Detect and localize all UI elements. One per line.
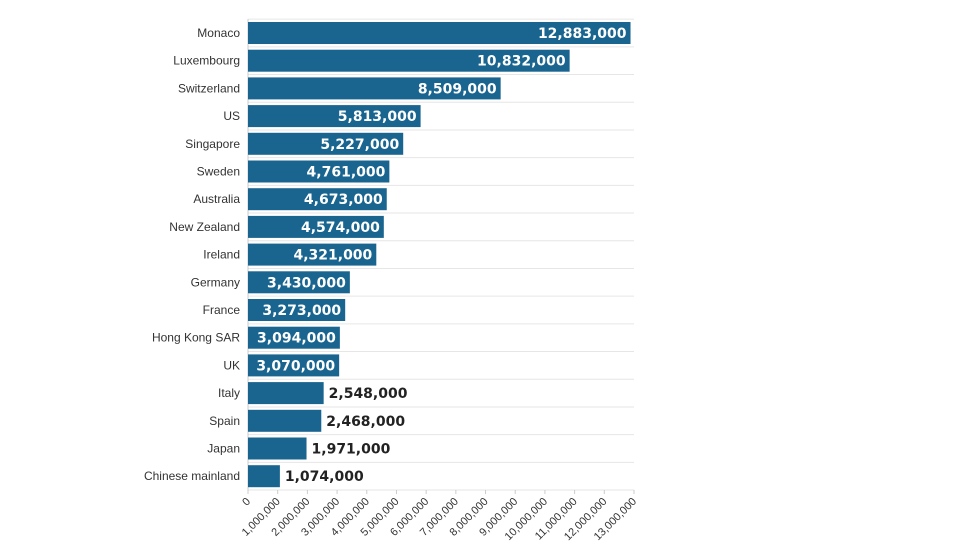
bar-sweden [248, 160, 390, 183]
category-label: New Zealand [169, 220, 240, 234]
category-label: Italy [218, 386, 240, 400]
category-label: Hong Kong SAR [152, 331, 240, 345]
data-label: 4,321,000 [293, 248, 372, 264]
bars [248, 22, 631, 488]
category-label: Chinese mainland [144, 469, 240, 483]
category-label: Sweden [197, 165, 240, 179]
bar-singapore [248, 132, 404, 155]
category-label: Japan [207, 442, 240, 456]
category-label: Monaco [197, 26, 240, 40]
data-label: 3,273,000 [262, 303, 341, 319]
bar-spain [248, 409, 322, 432]
category-label: Luxembourg [173, 54, 240, 68]
bar-uk [248, 354, 340, 377]
bar-japan [248, 437, 307, 460]
category-label: Switzerland [178, 81, 240, 95]
category-label: Spain [209, 414, 240, 428]
category-label: US [223, 109, 240, 123]
x-axis-tick-labels: 01,000,0002,000,0003,000,0004,000,0005,0… [240, 490, 639, 543]
bar-italy [248, 382, 324, 405]
category-label: Australia [193, 192, 240, 206]
data-label: 1,074,000 [285, 469, 364, 485]
bar-germany [248, 271, 350, 294]
data-label: 2,468,000 [326, 414, 405, 430]
bar-france [248, 299, 346, 321]
data-label: 4,761,000 [307, 165, 386, 181]
category-label: France [203, 303, 241, 317]
category-label: Germany [191, 275, 240, 289]
gridlines [247, 18, 634, 491]
data-label: 3,430,000 [267, 275, 346, 291]
bar-australia [248, 188, 387, 211]
bar-new-zealand [248, 215, 384, 238]
data-label: 1,971,000 [312, 442, 391, 458]
data-label: 4,574,000 [301, 220, 380, 236]
data-label: 12,883,000 [538, 26, 627, 42]
data-label: 8,509,000 [418, 81, 497, 97]
bar-monaco [248, 22, 631, 44]
category-label: UK [223, 358, 240, 372]
bar-hong-kong-sar [248, 326, 340, 349]
data-label: 5,227,000 [320, 137, 399, 153]
bar-us [248, 105, 421, 128]
category-label: Ireland [203, 248, 240, 262]
bar-luxembourg [248, 49, 570, 72]
bar-chinese-mainland [248, 465, 280, 488]
x-tick-label: 0 [240, 496, 253, 509]
data-label: 5,813,000 [338, 109, 417, 125]
bar-ireland [248, 243, 377, 266]
data-label: 4,673,000 [304, 192, 383, 208]
data-label: 2,548,000 [329, 386, 408, 402]
bar-switzerland [248, 77, 501, 100]
category-labels: Monaco Luxembourg Switzerland US Singapore Sw… [144, 26, 240, 483]
data-label: 3,094,000 [257, 331, 336, 347]
data-label: 3,070,000 [256, 358, 335, 374]
data-label: 10,832,000 [477, 54, 566, 70]
category-label: Singapore [185, 137, 240, 151]
